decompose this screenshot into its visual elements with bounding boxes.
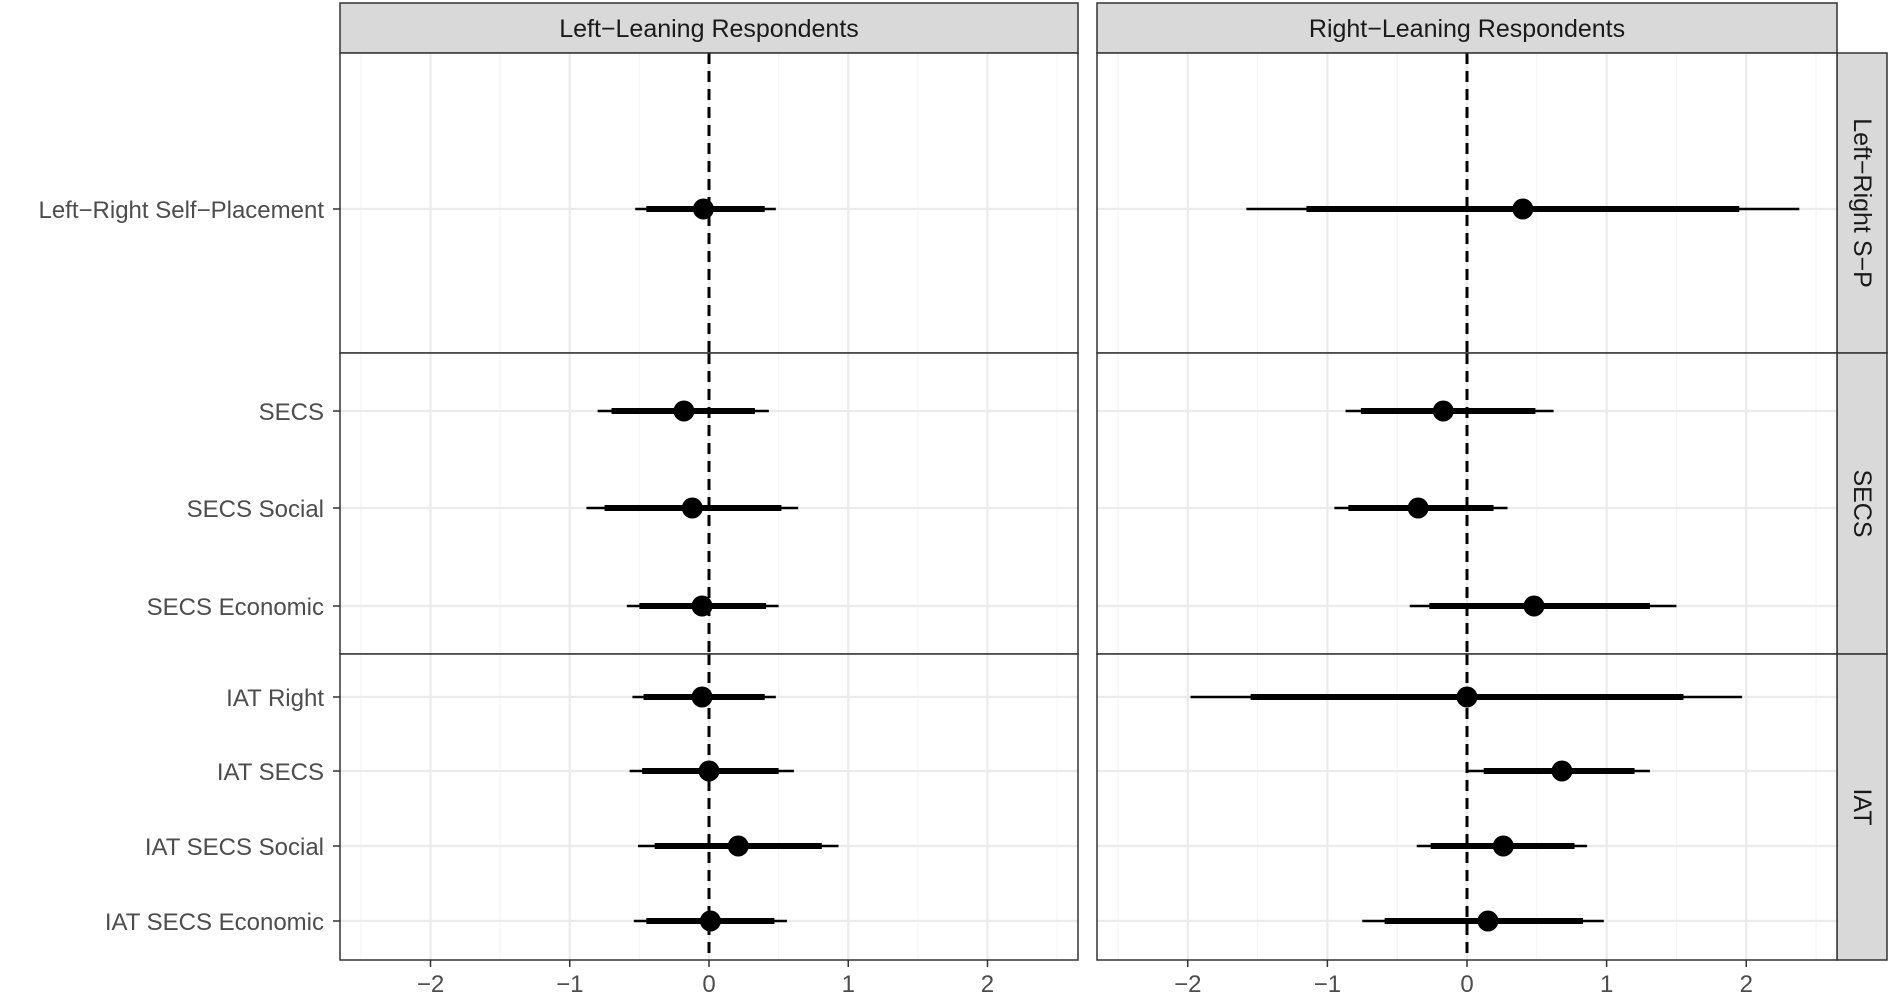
- x-tick-label: 2: [1740, 971, 1753, 998]
- strip-label-right-leaning-respondents: Right−Leaning Respondents: [1309, 15, 1625, 43]
- estimate-left-leaning-respondents-iat-right: [632, 686, 776, 708]
- strip-label-left-leaning-respondents: Left−Leaning Respondents: [559, 15, 859, 43]
- estimate-right-leaning-respondents-secs-social: [1334, 497, 1508, 519]
- x-tick-label: 1: [1600, 971, 1613, 998]
- y-tick-label-left-right-self-placement: Left−Right Self−Placement: [38, 197, 324, 224]
- estimate-left-leaning-respondents-left-right-self-placement: [635, 198, 776, 220]
- x-tick-label: 0: [1460, 971, 1473, 998]
- point-estimate: [699, 910, 721, 932]
- x-tick-label: −1: [556, 971, 583, 998]
- estimate-right-leaning-respondents-iat-secs-social: [1416, 835, 1588, 857]
- point-estimate: [1456, 686, 1478, 708]
- point-estimate: [1492, 835, 1514, 857]
- y-tick-label-iat-secs-economic: IAT SECS Economic: [105, 909, 324, 936]
- point-estimate: [673, 400, 695, 422]
- point-estimate: [727, 835, 749, 857]
- point-estimate: [698, 760, 720, 782]
- x-tick-label: 2: [981, 971, 994, 998]
- estimate-left-leaning-respondents-iat-secs-social: [637, 835, 839, 857]
- strip-left-right-s-p: [1836, 52, 1888, 354]
- x-tick-label: 0: [702, 971, 715, 998]
- y-tick-label-iat-right: IAT Right: [226, 685, 324, 712]
- x-tick-label: 1: [842, 971, 855, 998]
- point-estimate: [692, 198, 714, 220]
- point-estimate: [1477, 910, 1499, 932]
- point-estimate: [1551, 760, 1573, 782]
- strip-right-leaning-respondents: [1096, 2, 1838, 54]
- point-estimate: [1407, 497, 1429, 519]
- point-estimate: [1512, 198, 1534, 220]
- x-tick-label: −1: [1314, 971, 1341, 998]
- y-tick-label-iat-secs-social: IAT SECS Social: [145, 834, 324, 861]
- point-estimate: [691, 686, 713, 708]
- estimate-left-leaning-respondents-iat-secs-economic: [633, 910, 787, 932]
- estimate-left-leaning-respondents-secs-social: [586, 497, 799, 519]
- estimate-right-leaning-respondents-iat-right: [1190, 686, 1743, 708]
- y-tick-label-iat-secs: IAT SECS: [217, 759, 324, 786]
- estimate-left-leaning-respondents-secs-economic: [626, 595, 779, 617]
- strip-label-secs: SECS: [1848, 469, 1876, 537]
- y-tick-label-secs-economic: SECS Economic: [147, 594, 324, 621]
- point-estimate: [1523, 595, 1545, 617]
- estimate-right-leaning-respondents-iat-secs: [1467, 760, 1650, 782]
- strip-left-leaning-respondents: [339, 2, 1079, 54]
- x-tick-label: −2: [1174, 971, 1201, 998]
- estimate-left-leaning-respondents-iat-secs: [629, 760, 794, 782]
- strip-iat: [1836, 653, 1888, 961]
- point-estimate: [1432, 400, 1454, 422]
- estimate-right-leaning-respondents-secs: [1345, 400, 1554, 422]
- y-tick-label-secs-social: SECS Social: [187, 496, 324, 523]
- point-estimate: [681, 497, 703, 519]
- estimate-right-leaning-respondents-iat-secs-economic: [1362, 910, 1604, 932]
- strip-secs: [1836, 352, 1888, 655]
- estimate-right-leaning-respondents-left-right-self-placement: [1246, 198, 1800, 220]
- x-tick-label: −2: [417, 971, 444, 998]
- estimate-left-leaning-respondents-secs: [597, 400, 769, 422]
- estimate-right-leaning-respondents-secs-economic: [1409, 595, 1677, 617]
- strip-label-iat: IAT: [1848, 788, 1876, 825]
- y-tick-label-secs: SECS: [259, 399, 324, 426]
- strip-label-left-right-s-p: Left−Right S−P: [1848, 118, 1876, 288]
- point-estimate: [691, 595, 713, 617]
